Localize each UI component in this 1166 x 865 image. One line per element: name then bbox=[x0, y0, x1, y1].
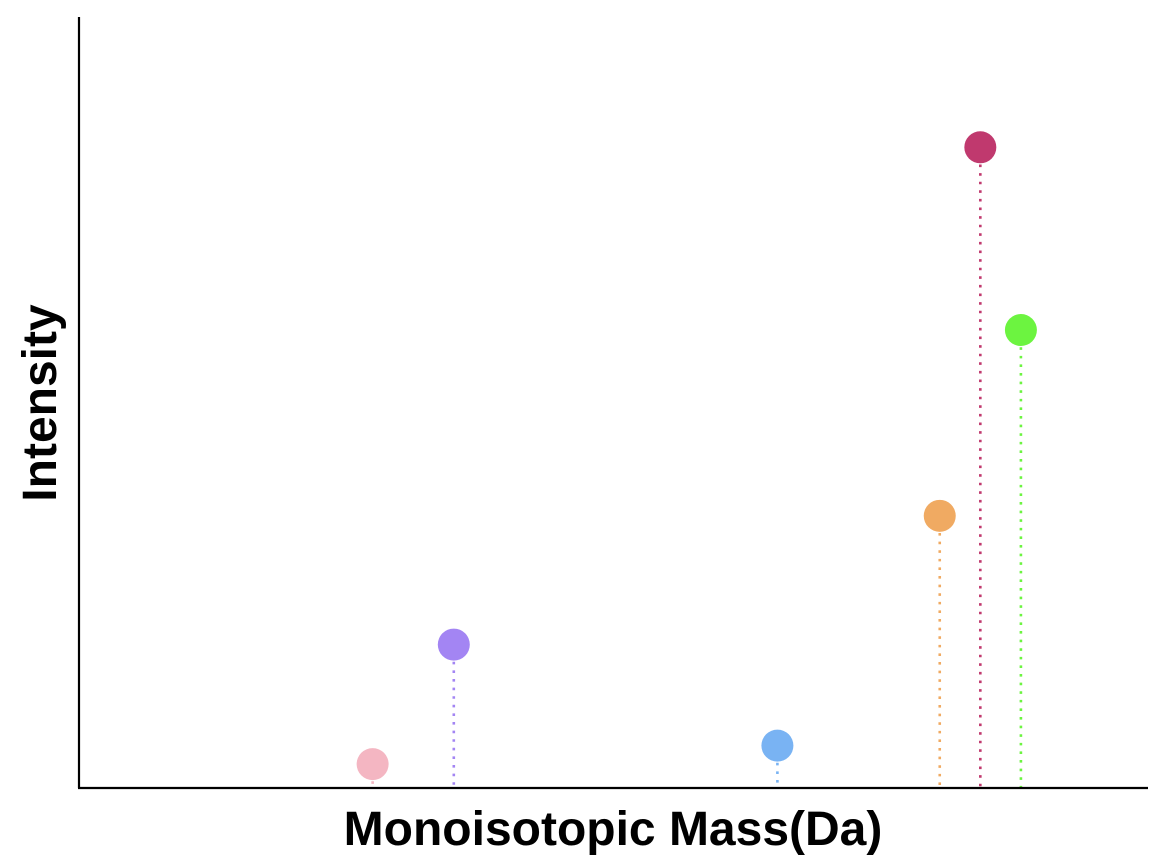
points-layer bbox=[356, 131, 1037, 781]
data-point-2 bbox=[437, 628, 470, 661]
data-point-1 bbox=[356, 748, 389, 781]
data-point-3 bbox=[761, 729, 794, 762]
stems-layer bbox=[371, 147, 1023, 788]
data-point-4 bbox=[923, 499, 956, 532]
data-point-6 bbox=[1004, 314, 1037, 347]
data-point-5 bbox=[964, 131, 997, 164]
y-axis-label: Intensity bbox=[14, 304, 67, 502]
x-axis-label: Monoisotopic Mass(Da) bbox=[344, 803, 883, 856]
